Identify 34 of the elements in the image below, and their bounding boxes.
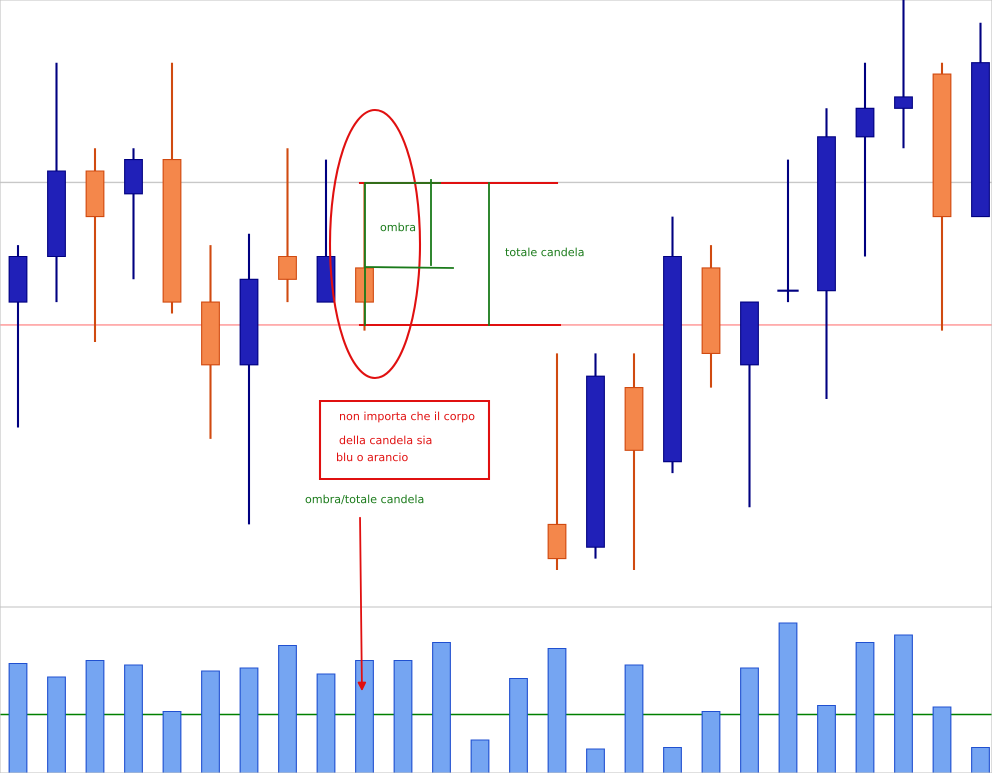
bar: [856, 642, 874, 773]
bar: [47, 676, 66, 773]
bar: [509, 678, 528, 773]
annotation: ombra/totale candela: [306, 494, 424, 504]
candlestick: [894, 0, 913, 150]
bar: [316, 673, 336, 773]
bar: [663, 746, 682, 773]
bar: [740, 667, 759, 773]
annotation: non importa che il corpo: [340, 412, 474, 422]
bar: [394, 660, 412, 773]
bar: [355, 660, 374, 773]
bar: [548, 648, 566, 773]
annotation: blu o arancio: [337, 452, 408, 462]
bar: [432, 642, 451, 773]
bar: [240, 667, 258, 773]
annotation: della candela sia: [340, 436, 432, 444]
bar: [278, 644, 297, 773]
bar: [470, 739, 490, 773]
bar: [778, 622, 798, 773]
bar: [971, 746, 990, 773]
bar: [201, 670, 220, 773]
bar: [124, 664, 143, 773]
annotation: totale candela: [505, 248, 584, 256]
bar: [702, 710, 720, 773]
annotation: ombra: [380, 222, 416, 232]
bar: [586, 748, 605, 773]
candlestick: [278, 147, 297, 304]
bar: [624, 664, 644, 773]
bar: [894, 634, 913, 773]
bar: [8, 662, 28, 773]
bar: [162, 710, 182, 773]
bar: [817, 704, 836, 773]
bar: [932, 706, 952, 773]
bar: [86, 660, 104, 773]
